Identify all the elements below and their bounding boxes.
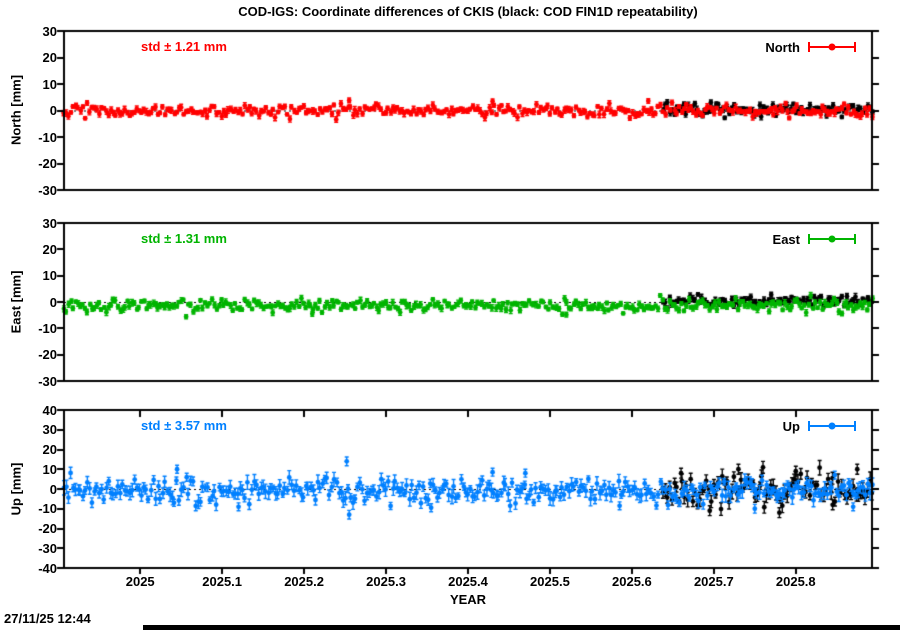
y-tick-label: 20 <box>42 442 57 457</box>
errorbar-cap-left <box>808 234 810 244</box>
chart-title: COD-IGS: Coordinate differences of CKIS … <box>238 4 698 19</box>
y-tick-label: 0 <box>49 481 57 497</box>
x-tick-label: 2025.6 <box>612 574 652 589</box>
x-tick-label: 2025.5 <box>530 574 570 589</box>
errorbar-cap-left <box>808 42 810 52</box>
y-tick-label: 40 <box>42 402 57 418</box>
errorbar-point <box>828 235 836 243</box>
bottom-edge-bar <box>143 625 900 630</box>
errorbar-point <box>828 422 836 430</box>
x-axis-label: YEAR <box>449 592 487 607</box>
legend-errorbar-sample-icon <box>808 41 856 53</box>
x-tick-label: 2025 <box>125 574 155 589</box>
std-annotation-east: std ± 1.31 mm <box>141 231 227 246</box>
y-tick-label: 20 <box>42 241 57 257</box>
std-annotation-up: std ± 3.57 mm <box>141 418 227 433</box>
y-tick-label: -30 <box>38 182 57 198</box>
y-tick-label: -40 <box>38 560 57 576</box>
x-tick-label: 2025.7 <box>693 574 734 589</box>
y-tick-label: -10 <box>38 501 57 517</box>
y-tick-label: -20 <box>38 347 57 363</box>
y-tick-label: 30 <box>42 215 57 231</box>
errorbar-cap-right <box>854 42 856 52</box>
legend-errorbar-sample-icon <box>808 420 856 432</box>
x-tick-label: 2025.3 <box>366 574 406 589</box>
y-tick-label: 10 <box>42 76 57 92</box>
errorbar-cap-right <box>854 234 856 244</box>
y-tick-label: 20 <box>42 50 57 65</box>
x-tick-label: 2025.4 <box>448 574 488 589</box>
legend-errorbar-sample-icon <box>808 233 856 245</box>
timestamp: 27/11/25 12:44 <box>4 611 91 626</box>
y-tick-label: -20 <box>38 156 57 171</box>
y-tick-label: -20 <box>38 521 57 536</box>
y-tick-label: 10 <box>42 461 57 477</box>
y-tick-label: 30 <box>42 23 57 39</box>
y-tick-label: -10 <box>38 320 57 336</box>
legend-label-east: East <box>772 231 800 247</box>
std-annotation-north: std ± 1.21 mm <box>141 39 227 54</box>
x-tick-label: 2025.1 <box>202 574 243 589</box>
legend-label-up: Up <box>782 418 800 434</box>
legend-north: North <box>765 39 856 55</box>
legend-label-north: North <box>765 39 800 55</box>
y-tick-label: 0 <box>49 294 57 310</box>
y-tick-label: -10 <box>38 129 57 145</box>
errorbar-point <box>828 43 836 51</box>
x-tick-label: 2025.8 <box>775 574 816 589</box>
errorbar-cap-right <box>854 421 856 431</box>
y-tick-label: 10 <box>42 268 57 284</box>
x-tick-label: 2025.2 <box>284 574 324 589</box>
y-tick-label: -30 <box>38 373 57 389</box>
legend-east: East <box>772 231 856 247</box>
y-tick-label: 30 <box>42 422 57 438</box>
errorbar-cap-left <box>808 421 810 431</box>
y-tick-label: -30 <box>38 540 57 556</box>
legend-up: Up <box>782 418 856 434</box>
y-tick-label: 0 <box>49 103 57 118</box>
